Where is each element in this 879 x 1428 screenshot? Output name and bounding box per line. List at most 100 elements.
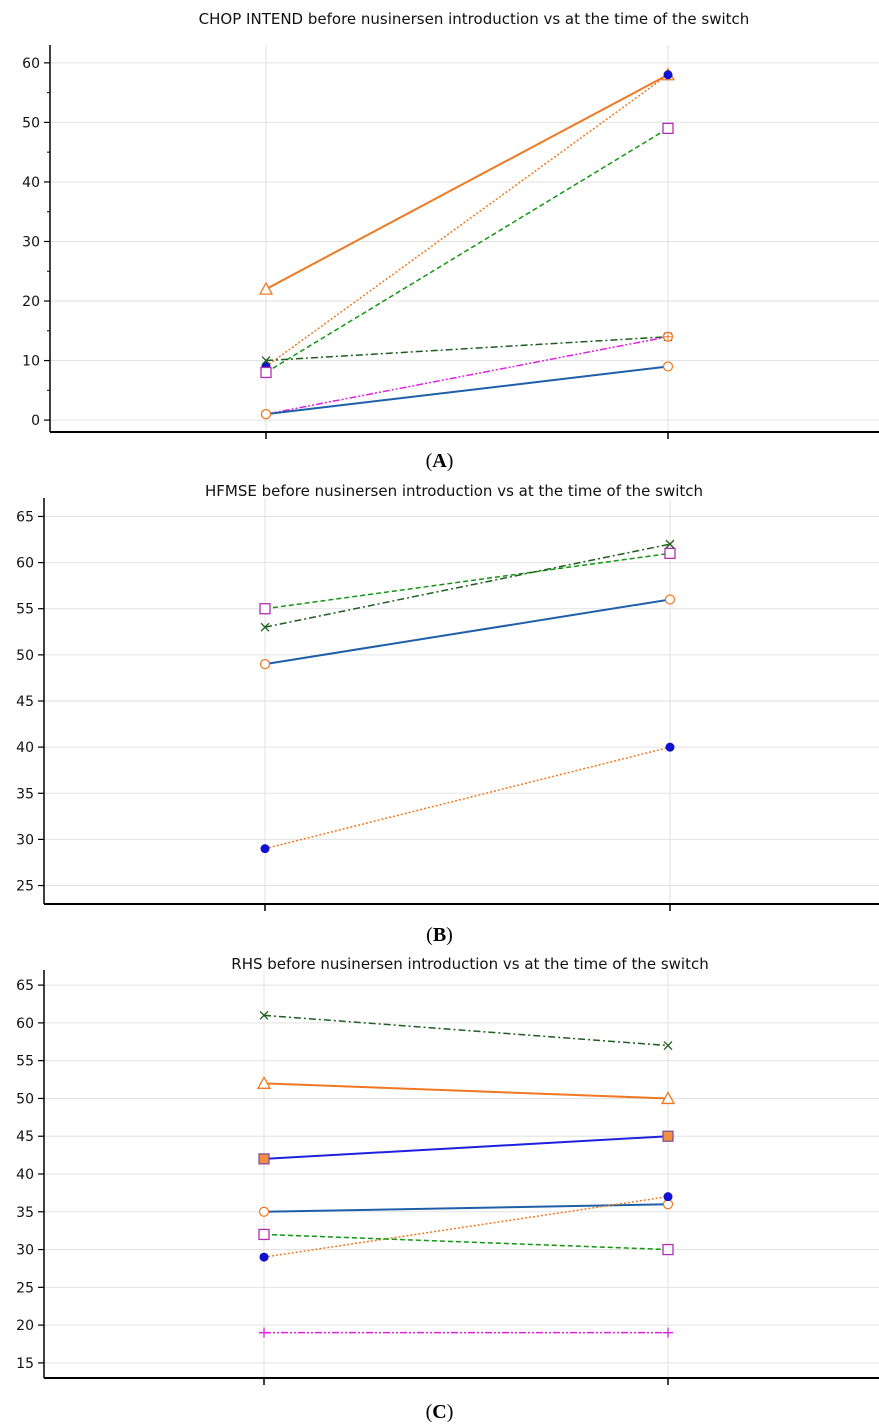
y-tick-label: 40 — [16, 740, 34, 756]
y-tick-label: 30 — [16, 1243, 34, 1259]
y-tick-label: 65 — [16, 509, 34, 525]
panel-label-b: (B) — [426, 924, 453, 946]
square-marker — [664, 547, 676, 560]
y-tick-label: 15 — [16, 1356, 34, 1372]
filled-square-marker — [662, 1130, 674, 1142]
triangle-marker — [256, 1075, 272, 1089]
series-line — [264, 746, 671, 850]
series-line — [264, 552, 671, 610]
y-tick-label: 20 — [16, 1318, 34, 1334]
y-tick-label: 60 — [16, 556, 34, 572]
circle-marker — [664, 594, 676, 605]
series-line — [264, 543, 671, 628]
series-4 — [258, 1199, 674, 1217]
chart-b-svg: HFMSE before nusinersen introduction vs … — [16, 482, 879, 911]
y-tick-label: 65 — [16, 978, 34, 994]
triangle-marker — [660, 1091, 676, 1105]
y-tick-label: 30 — [22, 234, 40, 250]
grid — [50, 45, 879, 432]
x-marker — [261, 356, 271, 366]
filled-circle-marker — [260, 844, 270, 854]
series-line — [265, 73, 669, 290]
series-3 — [259, 594, 676, 670]
y-tick-label: 50 — [22, 115, 40, 131]
circle-marker — [259, 658, 271, 670]
chart-title: CHOP INTEND before nusinersen introducti… — [199, 10, 750, 28]
series-6 — [258, 1228, 674, 1256]
filled-square-marker — [258, 1153, 270, 1165]
y-tick-label: 60 — [22, 56, 40, 72]
series-1 — [259, 547, 676, 615]
series-line — [265, 127, 669, 374]
series-3 — [260, 122, 674, 379]
series-line — [263, 1135, 669, 1160]
y-tick-label: 30 — [16, 832, 34, 848]
chart-a-svg: CHOP INTEND before nusinersen introducti… — [22, 10, 879, 439]
series-line — [265, 335, 669, 362]
y-tick-label: 40 — [22, 175, 40, 191]
y-tick-label: 10 — [22, 354, 40, 370]
series-line — [263, 1203, 669, 1213]
series-line — [263, 1014, 669, 1047]
panel-label-a: (A) — [425, 450, 454, 472]
series-3 — [258, 1130, 674, 1165]
x-marker — [259, 1010, 269, 1020]
chart-panel-c: RHS before nusinersen introduction vs at… — [0, 951, 879, 1428]
y-tick-label: 25 — [16, 1280, 34, 1296]
y-tick-label: 50 — [16, 1091, 34, 1107]
chart-panel-b: HFMSE before nusinersen introduction vs … — [0, 478, 879, 951]
series-line — [263, 1082, 669, 1100]
y-tick-label: 50 — [16, 648, 34, 664]
triangle-marker — [258, 281, 274, 295]
y-tick-label: 45 — [16, 694, 34, 710]
y-tick-label: 35 — [16, 786, 34, 802]
y-tick-label: 35 — [16, 1205, 34, 1221]
series-5 — [259, 1192, 673, 1262]
circle-marker — [260, 409, 272, 420]
chart-title: HFMSE before nusinersen introduction vs … — [205, 482, 703, 500]
y-tick-label: 25 — [16, 879, 34, 895]
series-line — [264, 598, 671, 666]
y-tick-label: 0 — [31, 413, 40, 429]
plus-marker — [663, 1327, 673, 1338]
plus-marker — [259, 1327, 269, 1338]
x-marker — [665, 539, 675, 549]
circle-plus-cross — [664, 332, 672, 341]
filled-circle-marker — [259, 1252, 269, 1262]
series-line — [263, 1195, 669, 1258]
y-tick-label: 20 — [22, 294, 40, 310]
square-marker — [662, 122, 674, 135]
chart-panel-a: CHOP INTEND before nusinersen introducti… — [0, 0, 879, 478]
series-2 — [256, 1075, 676, 1105]
circle-marker — [258, 1206, 270, 1217]
y-tick-label: 40 — [16, 1167, 34, 1183]
y-tick-label: 45 — [16, 1129, 34, 1145]
x-marker — [663, 1041, 673, 1051]
grid — [44, 498, 879, 904]
series-line — [265, 74, 669, 368]
series-1 — [259, 1010, 673, 1051]
series-7 — [259, 1327, 673, 1338]
series-6 — [260, 361, 674, 420]
series-2 — [261, 70, 673, 372]
chart-title: RHS before nusinersen introduction vs at… — [231, 955, 708, 973]
series-line — [265, 336, 669, 415]
y-tick-label: 60 — [16, 1016, 34, 1032]
chart-c-svg: RHS before nusinersen introduction vs at… — [16, 955, 879, 1385]
square-marker — [260, 366, 272, 379]
filled-circle-marker — [663, 1192, 673, 1202]
square-marker — [258, 1228, 270, 1241]
circle-marker — [662, 361, 674, 372]
series-line — [265, 365, 669, 416]
square-marker — [259, 603, 271, 615]
series-2 — [260, 539, 675, 632]
grid — [44, 970, 879, 1378]
series-5 — [260, 331, 674, 420]
series-4 — [260, 742, 675, 854]
x-marker — [260, 622, 270, 632]
square-marker — [662, 1243, 674, 1256]
y-tick-label: 55 — [16, 602, 34, 618]
y-tick-label: 55 — [16, 1054, 34, 1070]
filled-circle-marker — [665, 742, 675, 752]
panel-label-c: (C) — [425, 1401, 454, 1423]
